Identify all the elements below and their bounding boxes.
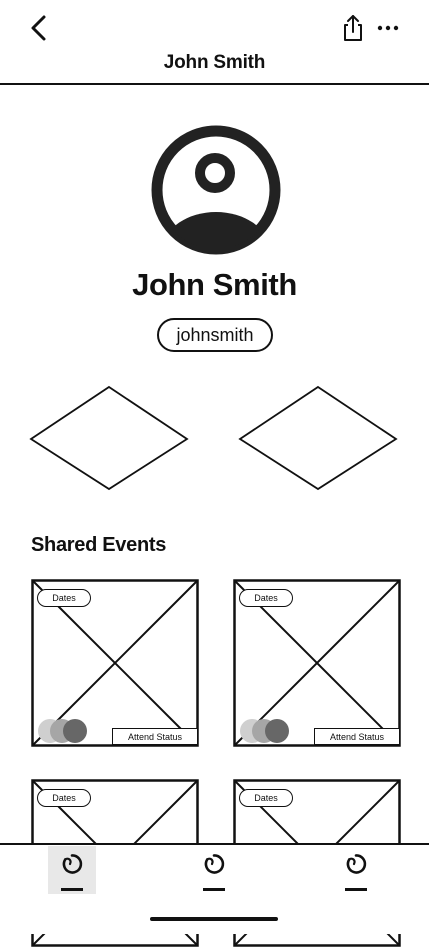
attendee-avatars: [36, 717, 92, 745]
attend-status-badge: Attend Status: [314, 728, 400, 745]
user-circle-icon: [151, 125, 281, 255]
nav-indicator: [61, 888, 83, 891]
attendee-avatar: [265, 719, 289, 743]
back-button[interactable]: [24, 12, 56, 44]
nav-indicator: [203, 888, 225, 891]
loop-icon: [346, 854, 367, 874]
header-title: John Smith: [163, 52, 266, 73]
date-badge: Dates: [239, 789, 293, 807]
profile-avatar: [151, 125, 281, 255]
share-button[interactable]: [338, 12, 368, 44]
attendee-avatars: [238, 717, 294, 745]
share-icon: [344, 15, 362, 41]
nav-tab-1[interactable]: [48, 846, 96, 894]
section-title-shared-events: Shared Events: [31, 534, 167, 556]
username-label: johnsmith: [176, 324, 254, 345]
nav-indicator: [345, 888, 367, 891]
diamond-shape-left: [29, 385, 189, 491]
date-badge: Dates: [37, 789, 91, 807]
image-placeholder: [31, 579, 199, 747]
more-horizontal-icon: [377, 25, 399, 31]
chevron-left-icon: [31, 15, 46, 41]
more-button[interactable]: [372, 14, 404, 42]
date-badge: Dates: [37, 589, 91, 607]
username-badge: johnsmith: [157, 318, 273, 352]
event-card[interactable]: Dates Attend Status: [233, 579, 401, 747]
date-badge: Dates: [239, 589, 293, 607]
attend-status-badge: Attend Status: [112, 728, 198, 745]
nav-tab-2[interactable]: [190, 846, 238, 894]
home-indicator[interactable]: [150, 917, 278, 921]
nav-tab-3[interactable]: [332, 846, 380, 894]
profile-name: John Smith: [132, 267, 297, 302]
attendee-avatar: [63, 719, 87, 743]
header-divider: [0, 83, 429, 85]
event-card[interactable]: Dates Attend Status: [31, 579, 199, 747]
loop-icon: [62, 854, 83, 874]
diamond-shape-right: [238, 385, 398, 491]
image-placeholder: [233, 579, 401, 747]
loop-icon: [204, 854, 225, 874]
